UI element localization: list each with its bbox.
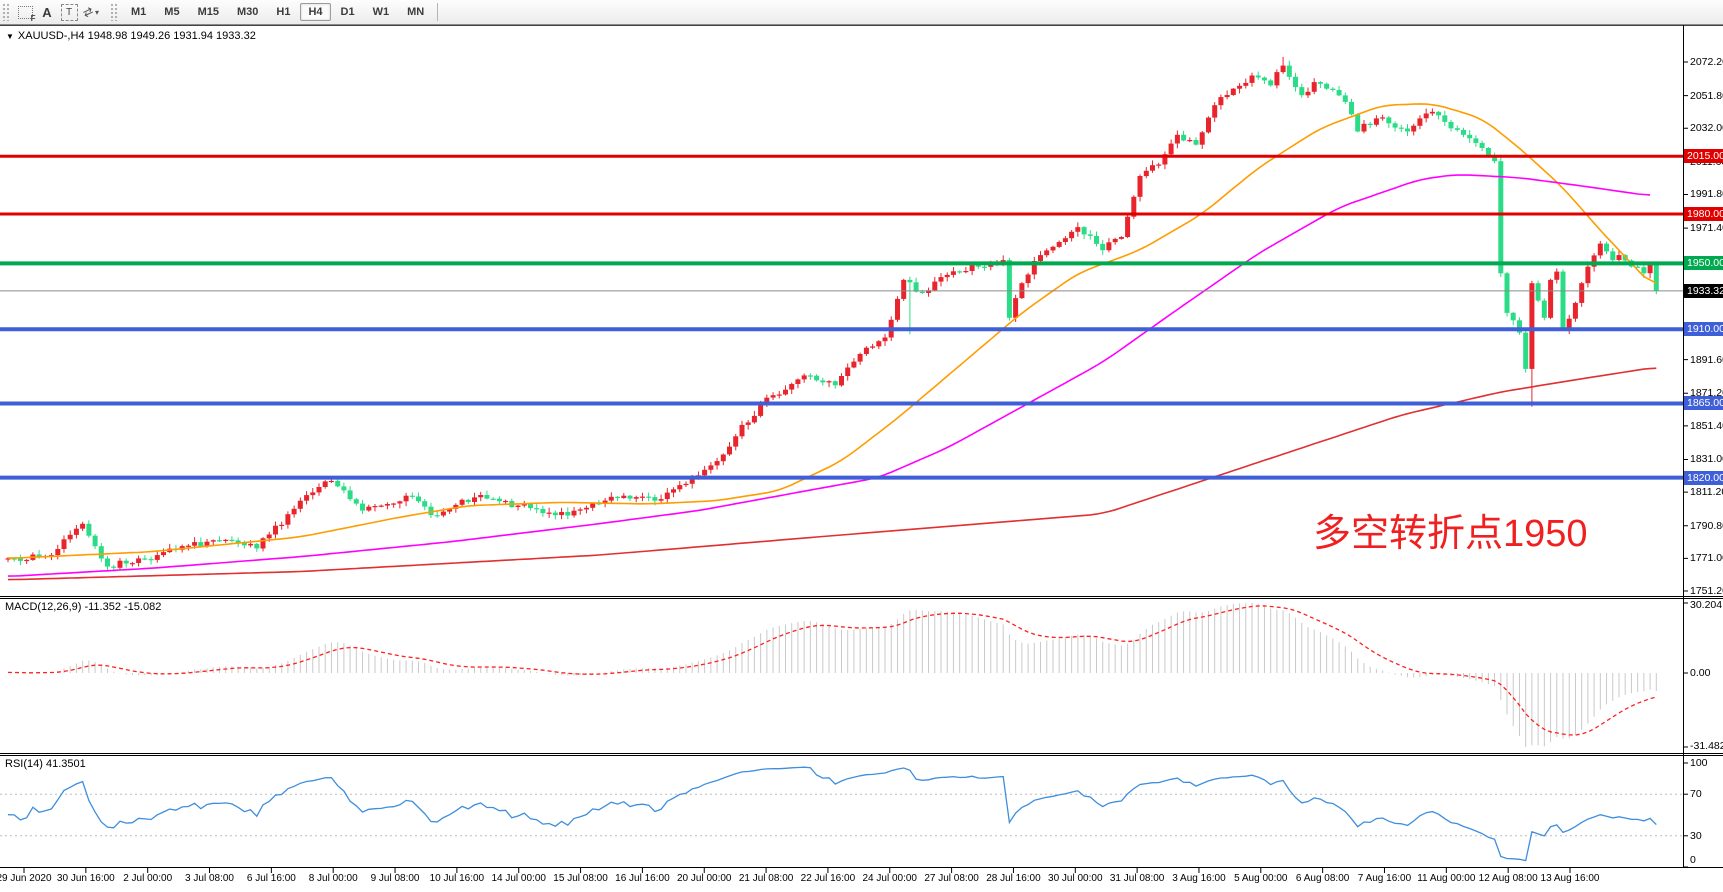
date-axis-label: 12 Aug 08:00 bbox=[1478, 873, 1538, 884]
date-axis-label: 3 Aug 16:00 bbox=[1172, 873, 1226, 884]
chart-grid-f-icon[interactable]: F bbox=[15, 2, 36, 23]
macd-axis-min: -31.482 bbox=[1690, 740, 1723, 752]
date-axis-label: 8 Jul 00:00 bbox=[308, 873, 358, 884]
rsi-panel-resizer[interactable] bbox=[0, 752, 1683, 757]
price-axis-tick: 1891.60 bbox=[1690, 353, 1723, 366]
dropdown-caret-icon: ▾ bbox=[95, 7, 100, 17]
timeframe-button-M15[interactable]: M15 bbox=[197, 6, 219, 18]
ohlc-text: XAUUSD-,H4 1948.98 1949.26 1931.94 1933.… bbox=[17, 30, 256, 42]
price-axis-tick: 2072.20 bbox=[1690, 56, 1723, 68]
rsi-axis-tick: 30 bbox=[1690, 829, 1702, 842]
price-level-badge: 1820.00 bbox=[1684, 470, 1723, 485]
text-box-icon[interactable]: T bbox=[59, 2, 79, 22]
text-annotation-icon[interactable]: A bbox=[42, 4, 52, 20]
macd-axis-zero: 0.00 bbox=[1690, 667, 1711, 679]
dotted-grid-icon: F bbox=[17, 5, 36, 23]
timeframe-button-W1[interactable]: W1 bbox=[372, 6, 390, 18]
price-axis-tick: 1751.20 bbox=[1690, 585, 1723, 597]
price-level-badge: 1950.00 bbox=[1684, 256, 1723, 271]
macd-panel-resizer[interactable] bbox=[0, 594, 1683, 599]
candlestick-plot bbox=[0, 25, 1723, 873]
date-axis-label: 20 Jul 00:00 bbox=[676, 873, 732, 884]
date-axis-label: 27 Jul 08:00 bbox=[924, 873, 979, 884]
toolbar-drag-grip[interactable] bbox=[2, 3, 10, 21]
date-axis-label: 6 Aug 08:00 bbox=[1295, 873, 1350, 884]
date-axis-label: 28 Jul 16:00 bbox=[986, 873, 1041, 884]
rsi-indicator-label: RSI(14) 41.3501 bbox=[5, 758, 86, 770]
timeframe-bar-grip[interactable] bbox=[110, 3, 118, 21]
price-axis-tick: 1771.00 bbox=[1690, 552, 1723, 565]
toolbar-separator bbox=[437, 3, 439, 21]
date-axis-label: 11 Aug 00:00 bbox=[1417, 873, 1476, 884]
price-level-badge: 1980.00 bbox=[1684, 206, 1723, 221]
date-axis-label: 16 Jul 16:00 bbox=[615, 873, 670, 884]
timeframe-button-D1[interactable]: D1 bbox=[340, 6, 355, 18]
date-axis-label: 7 Aug 16:00 bbox=[1357, 873, 1412, 884]
date-axis-label: 30 Jun 16:00 bbox=[56, 873, 115, 884]
price-axis-tick: 1991.80 bbox=[1690, 188, 1723, 201]
date-axis-label: 14 Jul 00:00 bbox=[491, 873, 546, 884]
price-axis-tick: 1971.40 bbox=[1690, 222, 1723, 235]
price-axis-tick: 2032.00 bbox=[1690, 122, 1723, 135]
date-axis-label: 22 Jul 16:00 bbox=[800, 873, 856, 884]
price-level-badge: 1865.00 bbox=[1684, 396, 1723, 411]
chart-window: ▼ XAUUSD-,H4 1948.98 1949.26 1931.94 193… bbox=[0, 25, 1723, 892]
price-level-badge: 2015.00 bbox=[1684, 149, 1723, 164]
price-axis-tick: 1831.00 bbox=[1690, 453, 1723, 466]
chart-text-annotation[interactable]: 多空转折点1950 bbox=[1313, 513, 1588, 555]
timeframe-button-MN[interactable]: MN bbox=[407, 6, 425, 18]
macd-axis-max: 30.204 bbox=[1690, 599, 1723, 611]
date-axis-label: 30 Jul 00:00 bbox=[1048, 873, 1103, 884]
current-price-badge: 1933.32 bbox=[1684, 283, 1723, 298]
arrange-arrows-icon[interactable]: ⇄ ▾ bbox=[80, 3, 100, 21]
timeframe-toolbar: M1 M5 M15 M30 H1 H4 D1 W1 MN bbox=[122, 3, 433, 21]
date-axis-label: 29 Jun 2020 bbox=[0, 873, 52, 884]
price-axis-tick: 2051.80 bbox=[1690, 89, 1723, 102]
price-axis-tick: 1811.20 bbox=[1690, 486, 1723, 499]
date-axis-label: 13 Aug 16:00 bbox=[1540, 873, 1600, 884]
collapse-triangle-icon[interactable]: ▼ bbox=[6, 31, 14, 41]
timeframe-button-M30[interactable]: M30 bbox=[236, 6, 259, 18]
timeframe-button-H4[interactable]: H4 bbox=[300, 3, 331, 21]
macd-indicator-label: MACD(12,26,9) -11.352 -15.082 bbox=[5, 601, 162, 613]
date-axis-label: 3 Jul 08:00 bbox=[185, 873, 234, 884]
price-axis-tick: 1851.40 bbox=[1690, 419, 1723, 432]
date-axis-label: 10 Jul 16:00 bbox=[429, 873, 485, 884]
date-axis-label: 9 Jul 08:00 bbox=[370, 873, 420, 884]
timeframe-button-H1[interactable]: H1 bbox=[276, 6, 291, 18]
timeframe-button-M1[interactable]: M1 bbox=[131, 6, 147, 18]
date-axis-label: 6 Jul 16:00 bbox=[246, 873, 296, 884]
price-axis-tick: 1871.20 bbox=[1690, 387, 1723, 400]
price-level-badge: 1910.00 bbox=[1684, 322, 1723, 337]
date-axis-label: 15 Jul 08:00 bbox=[553, 873, 608, 884]
chart-ohlc-title: ▼ XAUUSD-,H4 1948.98 1949.26 1931.94 193… bbox=[6, 30, 256, 42]
timeframe-button-M5[interactable]: M5 bbox=[164, 6, 180, 18]
date-axis-label: 24 Jul 00:00 bbox=[862, 873, 918, 884]
date-axis-label: 21 Jul 08:00 bbox=[738, 873, 794, 884]
date-axis-label: 31 Jul 08:00 bbox=[1109, 873, 1165, 884]
rsi-axis-tick: 0 bbox=[1690, 854, 1696, 866]
toolbar: F A T ⇄ ▾ M1 M5 M15 M30 H1 H4 D1 W1 MN bbox=[0, 0, 1723, 25]
rsi-axis-tick: 70 bbox=[1690, 788, 1702, 801]
date-axis-label: 2 Jul 00:00 bbox=[123, 873, 173, 884]
rsi-axis-tick: 100 bbox=[1690, 757, 1708, 769]
date-axis-label: 5 Aug 00:00 bbox=[1234, 873, 1288, 884]
price-axis-tick: 1790.80 bbox=[1690, 519, 1723, 532]
